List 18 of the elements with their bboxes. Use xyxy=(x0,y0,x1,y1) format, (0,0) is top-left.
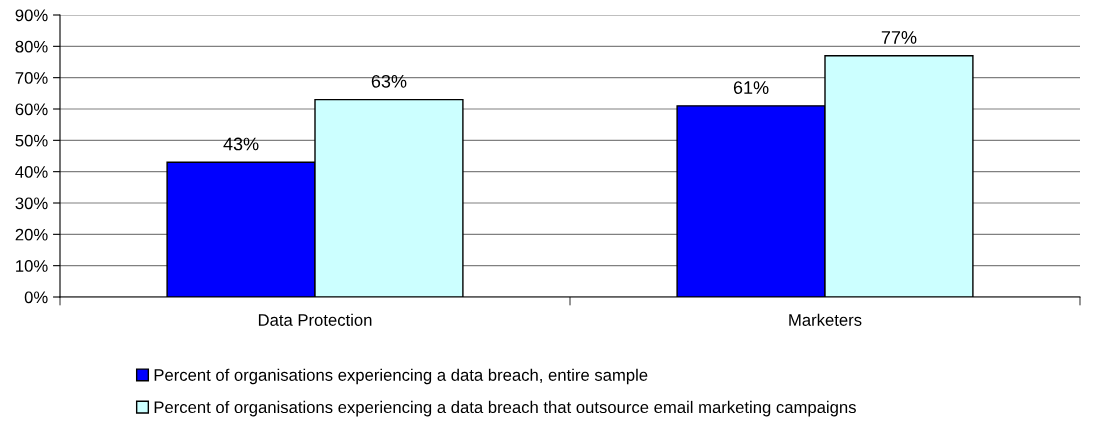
x-tick-label: Marketers xyxy=(789,313,862,326)
y-tick-label: 60% xyxy=(15,103,48,116)
y-tick-label: 10% xyxy=(16,260,48,272)
data-label: 77% xyxy=(881,31,917,44)
data-label: 61% xyxy=(733,81,769,94)
y-tick-label: 40% xyxy=(15,166,48,178)
legend-label: Percent of organisations experiencing a data breach, entire sample xyxy=(154,368,648,385)
y-tick-label: 50% xyxy=(15,134,48,147)
y-tick-label: 20% xyxy=(15,228,48,241)
y-tick-label: 30% xyxy=(15,197,48,210)
y-tick-label: 90% xyxy=(15,9,48,22)
x-tick-label: Data Protection xyxy=(258,313,372,326)
legend-label: Percent of organisations experiencing a data breach that outsource email marketing campaigns xyxy=(154,400,856,417)
y-tick-label: 80% xyxy=(15,40,48,53)
data-label: 63% xyxy=(371,74,407,88)
y-tick-label: 70% xyxy=(15,72,48,84)
y-tick-label: 0% xyxy=(24,291,48,304)
data-label: 43% xyxy=(223,137,259,151)
